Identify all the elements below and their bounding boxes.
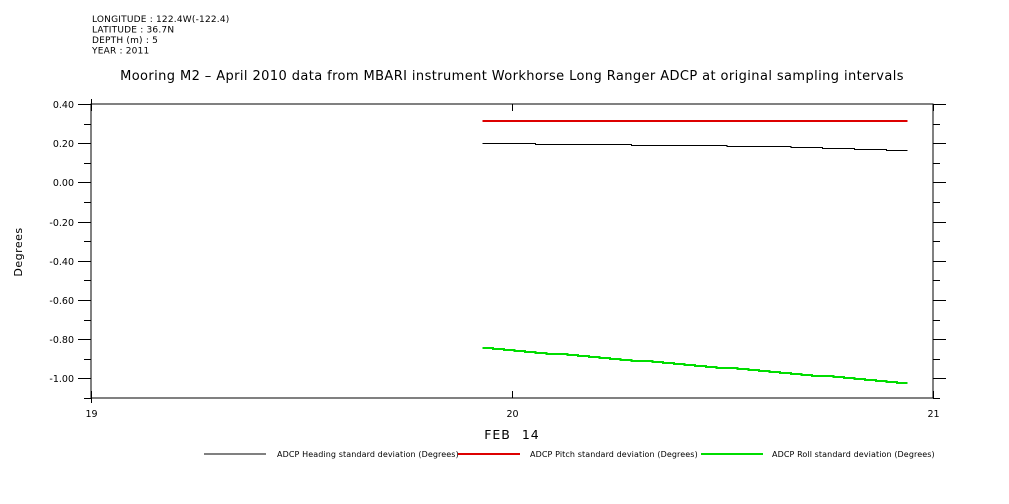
legend: ADCP Heading standard deviation (Degrees… (204, 450, 935, 459)
meta-year: YEAR : 2011 (91, 47, 149, 57)
y-tick-label: -0.80 (49, 335, 74, 346)
chart-title: Mooring M2 – April 2010 data from MBARI … (120, 69, 904, 84)
y-tick-label: -1.00 (49, 374, 74, 385)
legend-label-roll: ADCP Roll standard deviation (Degrees) (772, 450, 935, 459)
x-tick-label: 21 (927, 409, 939, 420)
x-tick-label: 19 (85, 409, 97, 420)
y-tick-label: 0.00 (53, 178, 74, 189)
x-tick-label: 20 (506, 409, 518, 420)
axis-ticks: 0.40 0.20 0.00 -0.20 -0.40 -0.60 -0.80 -1.00 19 2… (49, 99, 946, 420)
y-axis-label: Degrees (12, 227, 25, 276)
y-tick-label: -0.40 (49, 257, 74, 268)
series-line-heading (482, 143, 908, 151)
meta-longitude: LONGITUDE : 122.4W(-122.4) (92, 15, 230, 25)
y-tick-label: 0.40 (53, 100, 74, 111)
y-tick-label: -0.60 (49, 296, 74, 307)
station-metadata-block: LONGITUDE : 122.4W(-122.4) LATITUDE : 36… (91, 15, 230, 57)
meta-depth: DEPTH (m) : 5 (92, 36, 158, 46)
plot-area (90, 103, 934, 399)
y-tick-label: 0.20 (53, 139, 74, 150)
x-axis-label: FEB 14 (484, 427, 540, 442)
legend-label-heading: ADCP Heading standard deviation (Degrees… (277, 450, 459, 459)
legend-label-pitch: ADCP Pitch standard deviation (Degrees) (530, 450, 698, 459)
series-lines (482, 120, 908, 384)
y-tick-label: -0.20 (49, 218, 74, 229)
meta-latitude: LATITUDE : 36.7N (92, 26, 174, 36)
series-line-roll (482, 347, 908, 384)
